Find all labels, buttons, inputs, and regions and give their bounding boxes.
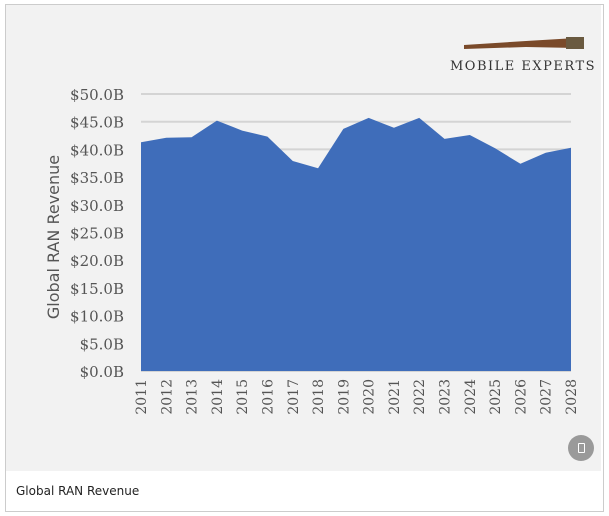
x-tick-label: 2020 (362, 379, 378, 415)
y-tick-label: $50.0B (70, 86, 124, 104)
y-tick-label: $0.0B (80, 363, 124, 381)
caption: Global RAN Revenue (16, 484, 140, 498)
x-tick-label: 2015 (235, 379, 251, 415)
x-tick-label: 2016 (260, 379, 276, 415)
x-tick-label: 2019 (336, 379, 352, 415)
y-axis-title: Global RAN Revenue (44, 155, 63, 319)
y-tick-label: $30.0B (70, 197, 124, 215)
expand-icon (577, 443, 585, 453)
x-tick-label: 2026 (513, 379, 529, 415)
y-tick-label: $15.0B (70, 280, 124, 298)
y-tick-label: $45.0B (70, 114, 124, 132)
x-tick-label: 2018 (311, 379, 327, 415)
fullscreen-button[interactable] (568, 435, 594, 461)
x-tick-label: 2025 (488, 379, 504, 415)
svg-text:MOBILE EXPERTS: MOBILE EXPERTS (450, 59, 596, 74)
area-chart: MOBILE EXPERTS $0.0B $5.0B $10.0B $15.0B $20… (44, 37, 596, 415)
y-tick-label: $5.0B (80, 335, 124, 353)
x-tick-label: 2012 (159, 379, 175, 415)
chart-image: MOBILE EXPERTS $0.0B $5.0B $10.0B $15.0B $20… (6, 5, 601, 471)
y-tick-label: $20.0B (70, 252, 124, 270)
x-tick-label: 2013 (185, 379, 201, 415)
x-tick-label: 2021 (387, 379, 403, 415)
y-tick-label: $10.0B (70, 308, 124, 326)
x-tick-label: 2017 (286, 379, 302, 415)
mobile-experts-logo: MOBILE EXPERTS (450, 37, 596, 74)
x-tick-label: 2024 (463, 379, 479, 415)
x-tick-label: 2022 (412, 379, 428, 415)
x-tick-label: 2023 (438, 379, 454, 415)
revenue-area (141, 117, 571, 372)
y-tick-label: $40.0B (70, 141, 124, 159)
x-tick-label: 2028 (564, 379, 580, 415)
y-tick-label: $35.0B (70, 169, 124, 187)
x-tick-label: 2014 (210, 379, 226, 415)
y-tick-label: $25.0B (70, 225, 124, 243)
x-tick-label: 2011 (134, 379, 150, 415)
x-tick-label: 2027 (539, 379, 555, 415)
